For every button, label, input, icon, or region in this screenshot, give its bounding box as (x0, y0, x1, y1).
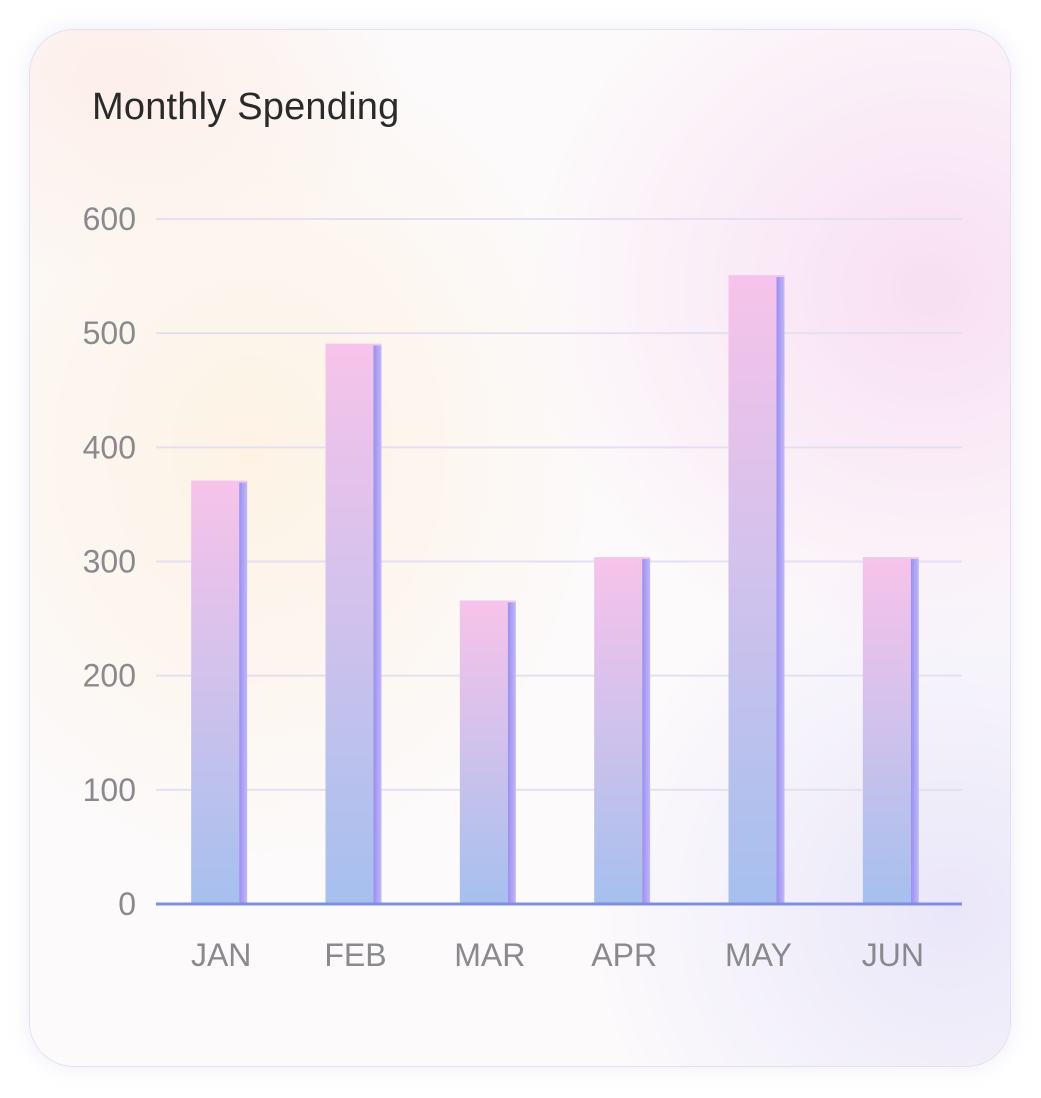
x-tick-label: APR (591, 937, 657, 973)
bar-cap (594, 557, 651, 560)
y-tick-label: 0 (118, 886, 136, 922)
bar-cap (191, 480, 248, 483)
bar-feb (325, 343, 382, 904)
bar-front (459, 601, 508, 904)
bar-cap (728, 275, 785, 278)
bar-front (191, 481, 240, 904)
bar-side (910, 558, 919, 904)
y-tick-label: 600 (83, 201, 136, 237)
bar-apr (594, 557, 651, 904)
bar-front (594, 558, 643, 904)
chart-card: Monthly Spending 0 100 200 300 400 500 600 JAN F… (30, 30, 1010, 1066)
y-tick-label: 300 (83, 544, 136, 580)
axes: 0 100 200 300 400 500 600 JAN FEB MAR APR MAY JUN (83, 201, 962, 973)
bar-cap (862, 557, 919, 560)
x-tick-label: JAN (191, 937, 251, 973)
bar-front (728, 276, 777, 904)
y-tick-label: 200 (83, 658, 136, 694)
bars (191, 275, 919, 904)
bar-jun (862, 557, 919, 904)
bar-front (325, 344, 374, 904)
x-tick-label: MAR (454, 937, 525, 973)
y-tick-label: 500 (83, 315, 136, 351)
bar-front (862, 558, 911, 904)
grid-lines (156, 218, 962, 791)
bar-side (507, 601, 516, 904)
chart-title: Monthly Spending (92, 86, 400, 128)
bar-jan (191, 480, 248, 904)
y-tick-label: 100 (83, 772, 136, 808)
bar-may (728, 275, 785, 904)
x-tick-label: JUN (862, 937, 924, 973)
bar-side (239, 481, 248, 904)
bar-chart: 0 100 200 300 400 500 600 JAN FEB MAR APR MAY JUN (83, 201, 962, 973)
bar-mar (459, 600, 516, 904)
bar-side (776, 276, 785, 904)
bar-cap (459, 600, 516, 603)
bar-cap (325, 343, 382, 346)
bar-side (373, 344, 382, 904)
x-tick-label: FEB (324, 937, 386, 973)
x-tick-label: MAY (725, 937, 792, 973)
bar-side (642, 558, 651, 904)
y-tick-label: 400 (83, 429, 136, 465)
